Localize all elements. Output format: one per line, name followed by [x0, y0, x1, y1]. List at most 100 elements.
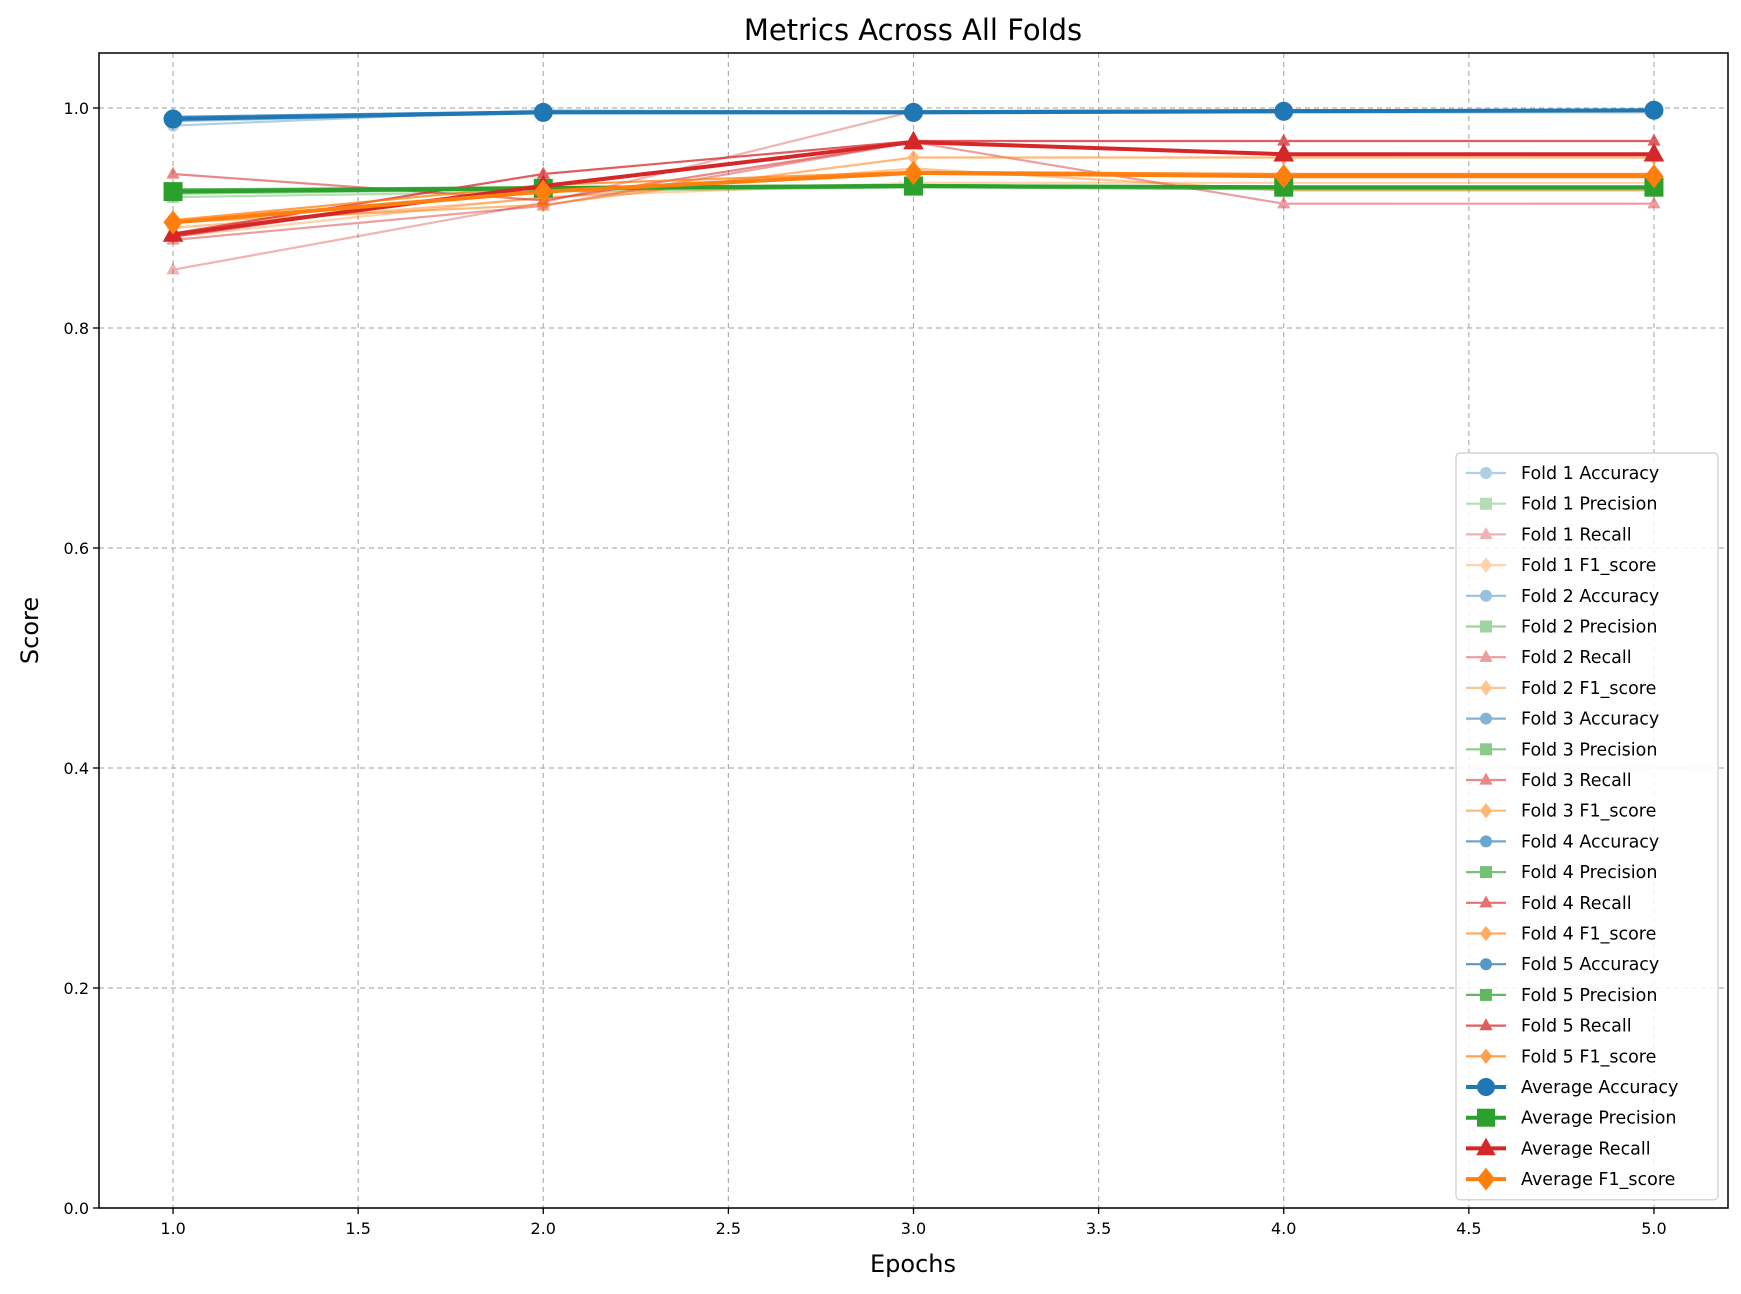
legend-swatch-marker	[1480, 620, 1492, 633]
legend-label: Fold 3 F1_score	[1521, 802, 1656, 822]
x-tick-label: 3.0	[901, 1219, 926, 1238]
legend-entry: Fold 2 F1_score	[1466, 679, 1656, 699]
y-tick-label: 0.4	[64, 759, 89, 778]
legend-entry: Average Recall	[1466, 1137, 1651, 1159]
legend-entry: Fold 4 Accuracy	[1466, 832, 1659, 852]
legend-entry: Fold 4 F1_score	[1466, 925, 1656, 945]
legend-label: Fold 5 F1_score	[1521, 1047, 1656, 1067]
x-tick-label: 4.5	[1456, 1219, 1481, 1238]
legend-swatch-marker	[1477, 1108, 1495, 1127]
legend-swatch	[1466, 835, 1506, 848]
legend-entry: Fold 1 Recall	[1466, 525, 1632, 545]
legend-label: Average F1_score	[1521, 1170, 1675, 1190]
legend-swatch-marker	[1477, 1078, 1495, 1096]
x-tick-label: 1.5	[345, 1219, 370, 1238]
legend-entry: Fold 5 Precision	[1466, 986, 1657, 1006]
legend-swatch	[1466, 988, 1506, 1001]
legend-swatch-marker	[1480, 988, 1492, 1001]
legend-swatch-marker	[1476, 1137, 1496, 1156]
legend-swatch-marker	[1480, 743, 1492, 756]
x-axis-ticks: 1.0 1.5 2.0 2.5 3.0 3.5 4.0 4.5 5.0	[160, 1208, 1667, 1238]
series-average-accuracy	[163, 100, 1664, 129]
y-tick-label: 0.2	[64, 979, 89, 998]
legend-swatch-marker	[1476, 1167, 1496, 1191]
legend-label: Fold 2 Recall	[1521, 648, 1632, 668]
legend-swatch	[1466, 958, 1506, 971]
data-point-average-f1-score	[903, 160, 924, 185]
legend-entry: Fold 1 Precision	[1466, 495, 1657, 515]
legend-label: Fold 5 Precision	[1521, 986, 1657, 1006]
legend-entry: Fold 2 Recall	[1466, 648, 1632, 668]
legend-label: Fold 3 Accuracy	[1521, 710, 1659, 730]
legend-swatch	[1466, 772, 1506, 785]
legend-swatch	[1466, 467, 1506, 479]
legend-swatch	[1466, 1078, 1506, 1096]
legend-swatch-marker	[1480, 467, 1492, 479]
legend-swatch-marker	[1480, 866, 1492, 879]
legend-entry: Fold 4 Recall	[1466, 894, 1632, 914]
data-point-fold-3-recall	[166, 166, 180, 179]
legend-label: Average Precision	[1521, 1109, 1677, 1129]
legend-label: Fold 4 Precision	[1521, 863, 1657, 883]
legend-label: Fold 1 Accuracy	[1521, 464, 1659, 484]
series-average-f1-score	[163, 160, 1664, 235]
legend-swatch	[1466, 1048, 1506, 1064]
legend-label: Fold 5 Recall	[1521, 1017, 1632, 1037]
legend-label: Fold 1 Precision	[1521, 495, 1657, 515]
data-point-average-f1-score	[533, 179, 553, 204]
data-point-average-accuracy	[533, 102, 553, 122]
legend-swatch-marker	[1479, 1018, 1493, 1031]
legend-entry: Fold 5 F1_score	[1466, 1047, 1656, 1067]
legend-label: Fold 2 F1_score	[1521, 679, 1656, 699]
legend-label: Fold 1 Recall	[1521, 525, 1632, 545]
data-point-fold-2-recall	[1277, 196, 1291, 209]
legend-swatch-marker	[1479, 803, 1493, 819]
legend-swatch	[1466, 527, 1506, 540]
y-tick-label: 0.0	[64, 1199, 89, 1218]
y-tick-label: 1.0	[64, 99, 89, 118]
legend-label: Average Recall	[1521, 1139, 1651, 1159]
legend-swatch	[1466, 1018, 1506, 1031]
legend-label: Fold 5 Accuracy	[1521, 955, 1659, 975]
legend-entry: Fold 5 Accuracy	[1466, 955, 1659, 975]
y-axis-ticks: 0.0 0.2 0.4 0.6 0.8 1.0	[64, 99, 99, 1218]
legend-swatch	[1466, 712, 1506, 725]
data-point-average-f1-score	[1274, 164, 1294, 189]
legend-label: Fold 4 F1_score	[1521, 925, 1656, 945]
legend-swatch	[1466, 649, 1506, 662]
legend-swatch-marker	[1479, 557, 1493, 573]
data-point-fold-1-recall	[166, 262, 180, 275]
legend-swatch	[1466, 925, 1506, 942]
legend-swatch-marker	[1480, 589, 1492, 602]
y-tick-label: 0.8	[64, 319, 89, 338]
legend: Fold 1 Accuracy Fold 1 Precision Fold 1 Re…	[1455, 452, 1719, 1201]
legend-swatch	[1466, 1108, 1506, 1127]
data-point-average-recall	[1643, 142, 1665, 162]
legend-swatch	[1466, 557, 1506, 573]
x-tick-label: 5.0	[1641, 1219, 1666, 1238]
data-point-fold-3-f1-score	[537, 197, 550, 213]
legend-label: Fold 4 Accuracy	[1521, 832, 1659, 852]
data-point-average-f1-score	[1644, 164, 1664, 189]
legend-swatch-marker	[1479, 649, 1493, 662]
legend-swatch	[1466, 680, 1506, 696]
x-tick-label: 3.5	[1086, 1219, 1111, 1238]
data-point-average-accuracy	[904, 102, 923, 122]
legend-entry: Fold 3 F1_score	[1466, 802, 1656, 822]
legend-entry: Fold 3 Recall	[1466, 771, 1632, 791]
data-point-average-recall	[903, 130, 924, 150]
legend-entry: Fold 1 F1_score	[1466, 556, 1656, 576]
legend-entry: Fold 1 Accuracy	[1466, 464, 1659, 484]
legend-entry: Fold 5 Recall	[1466, 1017, 1632, 1037]
legend-swatch	[1466, 620, 1506, 633]
legend-entry: Average Precision	[1466, 1108, 1677, 1129]
legend-entry: Fold 3 Precision	[1466, 740, 1657, 760]
legend-swatch	[1466, 743, 1506, 756]
legend-label: Fold 2 Precision	[1521, 618, 1657, 638]
legend-label: Fold 2 Accuracy	[1521, 587, 1659, 607]
data-point-fold-2-recall	[1647, 196, 1661, 209]
legend-swatch	[1466, 1137, 1506, 1156]
legend-label: Fold 4 Recall	[1521, 894, 1632, 914]
x-tick-label: 2.5	[716, 1219, 741, 1238]
